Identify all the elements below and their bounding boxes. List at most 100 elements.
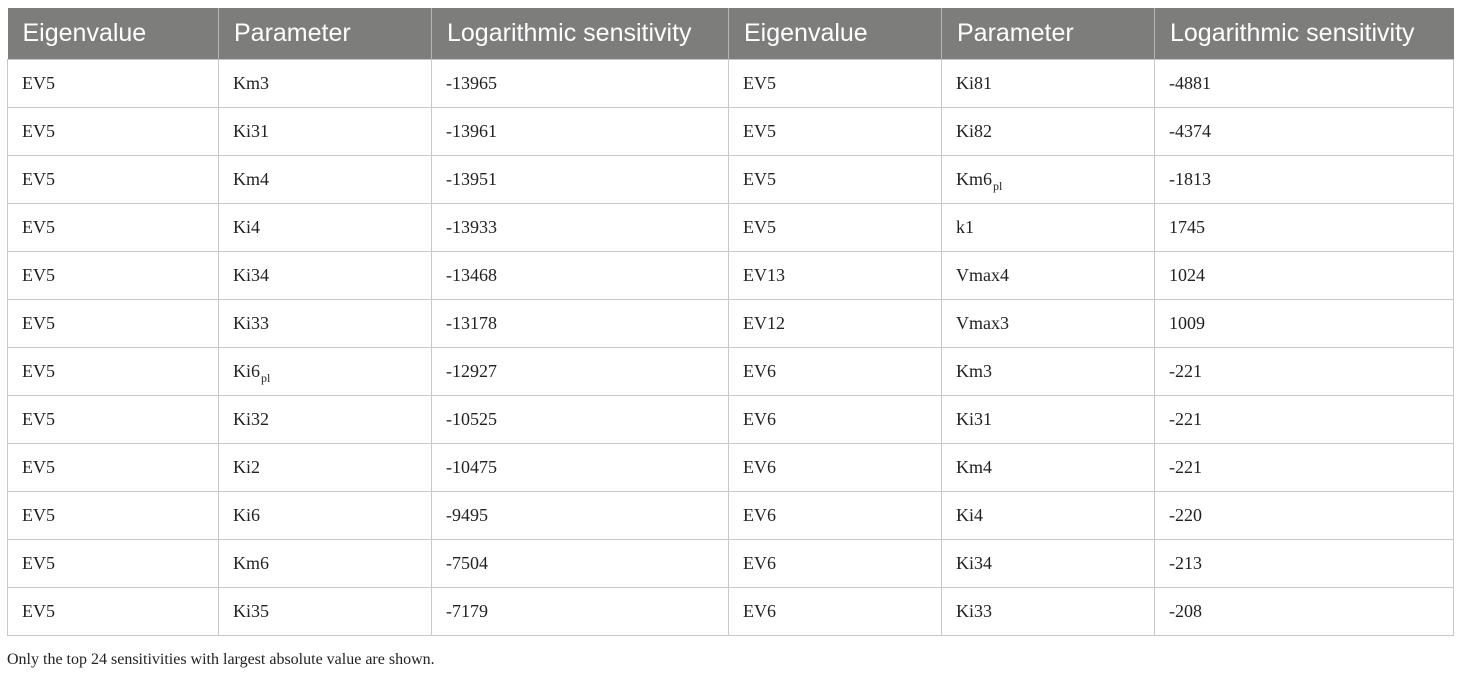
table-row: EV5 Ki6 -9495 EV6 Ki4 -220	[7, 491, 1454, 540]
cell-eigenvalue-2-text: EV6	[743, 601, 776, 621]
cell-log-sensitivity-text: -13468	[446, 265, 497, 285]
cell-eigenvalue-text: EV5	[22, 217, 55, 237]
cell-eigenvalue-2: EV6	[728, 347, 942, 396]
header-parameter: Parameter	[218, 8, 432, 60]
cell-parameter-2: k1	[941, 203, 1155, 252]
cell-parameter-text: Ki31	[233, 121, 269, 141]
cell-parameter-2: Ki4	[941, 491, 1155, 540]
cell-parameter: Ki6	[218, 491, 432, 540]
cell-eigenvalue-2: EV5	[728, 155, 942, 204]
cell-log-sensitivity: -13933	[431, 203, 729, 252]
sensitivity-table: Eigenvalue Parameter Logarithmic sensiti…	[7, 8, 1454, 636]
cell-log-sensitivity-2-text: 1745	[1169, 217, 1205, 237]
cell-parameter-text: Ki33	[233, 313, 269, 333]
cell-eigenvalue-text: EV5	[22, 169, 55, 189]
table-footnote: Only the top 24 sensitivities with large…	[7, 651, 435, 668]
cell-log-sensitivity: -13965	[431, 59, 729, 108]
cell-log-sensitivity-2: -208	[1154, 587, 1454, 636]
table-body: EV5 Km3 -13965 EV5 Ki81 -4881 EV5 Ki31 -13961 EV5…	[7, 59, 1454, 636]
cell-parameter-2: Vmax3	[941, 299, 1155, 348]
cell-log-sensitivity-text: -13951	[446, 169, 497, 189]
cell-eigenvalue: EV5	[7, 59, 219, 108]
cell-parameter-2: Vmax4	[941, 251, 1155, 300]
cell-eigenvalue: EV5	[7, 491, 219, 540]
cell-log-sensitivity-2: 1024	[1154, 251, 1454, 300]
table-row: EV5 Ki35 -7179 EV6 Ki33 -208	[7, 587, 1454, 636]
cell-eigenvalue-2-text: EV5	[743, 169, 776, 189]
header-row: Eigenvalue Parameter Logarithmic sensiti…	[7, 8, 1454, 60]
cell-log-sensitivity-2: 1009	[1154, 299, 1454, 348]
cell-eigenvalue-text: EV5	[22, 313, 55, 333]
cell-eigenvalue-2: EV6	[728, 443, 942, 492]
cell-parameter-text: Ki2	[233, 457, 260, 477]
cell-parameter-text: Ki34	[233, 265, 269, 285]
table-row: EV5 Km6 -7504 EV6 Ki34 -213	[7, 539, 1454, 588]
cell-parameter-2-text: Km4	[956, 457, 992, 477]
cell-parameter-2-text: Vmax4	[956, 265, 1009, 285]
table-row: EV5 Ki6pl -12927 EV6 Km3 -221	[7, 347, 1454, 396]
cell-parameter-text: Ki4	[233, 217, 260, 237]
cell-log-sensitivity-text: -10475	[446, 457, 497, 477]
cell-parameter: Km6	[218, 539, 432, 588]
cell-eigenvalue-2-text: EV6	[743, 553, 776, 573]
cell-parameter-2-text: Km3	[956, 361, 992, 381]
cell-eigenvalue-text: EV5	[22, 601, 55, 621]
cell-log-sensitivity-text: -13933	[446, 217, 497, 237]
cell-log-sensitivity: -9495	[431, 491, 729, 540]
cell-log-sensitivity-text: -13965	[446, 73, 497, 93]
cell-log-sensitivity-2-text: -213	[1169, 553, 1202, 573]
table-row: EV5 Ki34 -13468 EV13 Vmax4 1024	[7, 251, 1454, 300]
cell-log-sensitivity-text: -7504	[446, 553, 488, 573]
cell-parameter-text: Ki6	[233, 505, 260, 525]
cell-log-sensitivity-2: -221	[1154, 395, 1454, 444]
cell-parameter-2: Ki34	[941, 539, 1155, 588]
cell-parameter: Km3	[218, 59, 432, 108]
cell-parameter: Km4	[218, 155, 432, 204]
cell-eigenvalue-2: EV6	[728, 395, 942, 444]
cell-log-sensitivity: -7504	[431, 539, 729, 588]
cell-log-sensitivity: -10475	[431, 443, 729, 492]
parameter-subscript: pl	[261, 371, 271, 385]
cell-log-sensitivity: -13468	[431, 251, 729, 300]
cell-log-sensitivity-text: -12927	[446, 361, 497, 381]
cell-log-sensitivity-2: -213	[1154, 539, 1454, 588]
cell-log-sensitivity-2-text: -4881	[1169, 73, 1211, 93]
cell-eigenvalue: EV5	[7, 539, 219, 588]
cell-log-sensitivity-2: -1813	[1154, 155, 1454, 204]
table-row: EV5 Km3 -13965 EV5 Ki81 -4881	[7, 59, 1454, 108]
cell-eigenvalue-2-text: EV6	[743, 505, 776, 525]
sensitivity-table-container: Eigenvalue Parameter Logarithmic sensiti…	[7, 8, 1454, 636]
cell-parameter-2: Ki82	[941, 107, 1155, 156]
cell-log-sensitivity-2-text: -221	[1169, 361, 1202, 381]
cell-parameter: Ki31	[218, 107, 432, 156]
cell-log-sensitivity-2: -220	[1154, 491, 1454, 540]
cell-eigenvalue-2: EV5	[728, 59, 942, 108]
cell-eigenvalue-text: EV5	[22, 265, 55, 285]
cell-eigenvalue-text: EV5	[22, 121, 55, 141]
cell-eigenvalue-text: EV5	[22, 457, 55, 477]
cell-log-sensitivity-2-text: -221	[1169, 457, 1202, 477]
header-log-sensitivity: Logarithmic sensitivity	[431, 8, 729, 60]
cell-parameter-2: Km6pl	[941, 155, 1155, 204]
cell-eigenvalue-2: EV6	[728, 491, 942, 540]
cell-eigenvalue-2: EV6	[728, 539, 942, 588]
cell-parameter-2-text: Ki81	[956, 73, 992, 93]
cell-eigenvalue: EV5	[7, 107, 219, 156]
cell-parameter-2-text: Ki34	[956, 553, 992, 573]
cell-log-sensitivity-2-text: 1009	[1169, 313, 1205, 333]
cell-log-sensitivity-2-text: 1024	[1169, 265, 1205, 285]
cell-log-sensitivity: -7179	[431, 587, 729, 636]
cell-log-sensitivity-2: -221	[1154, 443, 1454, 492]
cell-parameter: Ki2	[218, 443, 432, 492]
cell-parameter-text: Ki6	[233, 361, 260, 381]
cell-eigenvalue: EV5	[7, 251, 219, 300]
cell-log-sensitivity: -12927	[431, 347, 729, 396]
cell-eigenvalue-2: EV6	[728, 587, 942, 636]
header-eigenvalue: Eigenvalue	[7, 8, 219, 60]
cell-log-sensitivity: -10525	[431, 395, 729, 444]
cell-log-sensitivity: -13951	[431, 155, 729, 204]
cell-eigenvalue-2-text: EV13	[743, 265, 785, 285]
cell-log-sensitivity-2-text: -221	[1169, 409, 1202, 429]
header-parameter-2: Parameter	[941, 8, 1155, 60]
cell-eigenvalue: EV5	[7, 155, 219, 204]
